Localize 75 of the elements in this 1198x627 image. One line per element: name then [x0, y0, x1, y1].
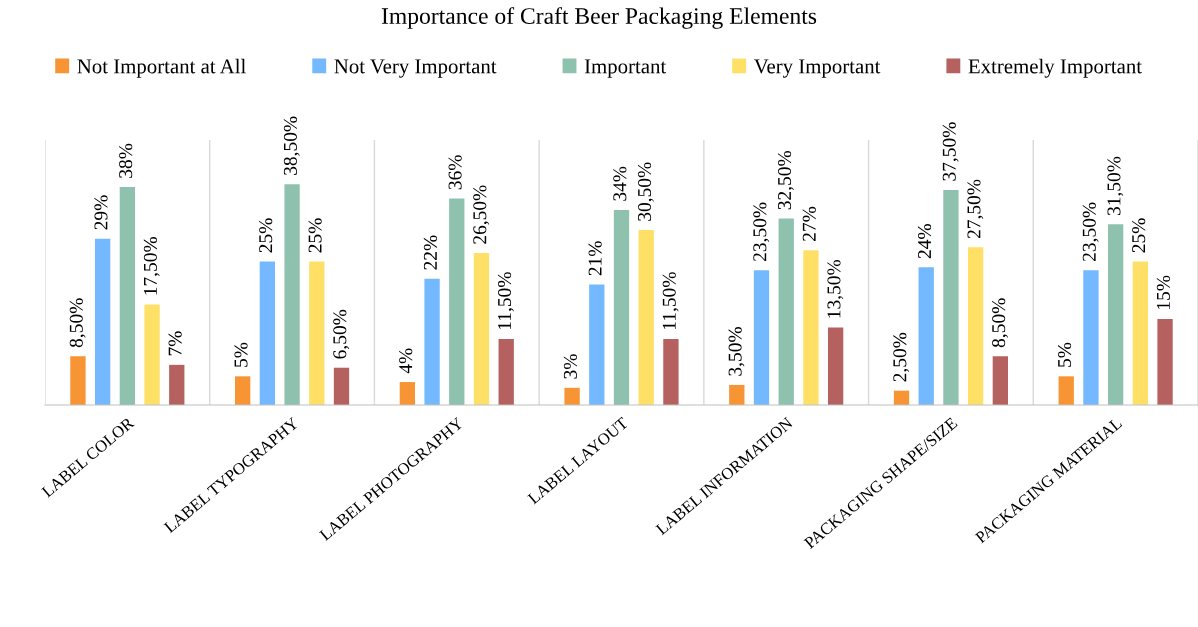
- data-label: 31,50%: [1107, 156, 1124, 216]
- bar: [1157, 318, 1173, 405]
- data-label: 38,50%: [283, 116, 300, 175]
- data-label: 37,50%: [942, 122, 959, 181]
- data-label: 29%: [94, 195, 108, 230]
- chart-title: Importance of Craft Beer Packaging Elements: [381, 7, 817, 29]
- bar: [663, 339, 679, 405]
- data-label: 36%: [448, 155, 462, 190]
- data-label: 6,50%: [333, 309, 350, 359]
- data-label: 11,50%: [662, 272, 679, 329]
- bar: [144, 304, 160, 405]
- bar: [235, 376, 251, 405]
- bar: [1058, 376, 1074, 405]
- bar: [729, 384, 745, 405]
- bar: [564, 387, 580, 405]
- bar: [333, 367, 350, 405]
- data-label: 23,50%: [753, 202, 770, 262]
- bar: [589, 284, 605, 405]
- bar: [284, 184, 300, 405]
- bar: [992, 356, 1008, 405]
- data-label: 5%: [234, 342, 248, 367]
- data-label: 4%: [399, 348, 413, 374]
- data-label: 7%: [168, 331, 182, 356]
- bar: [449, 198, 465, 405]
- data-label: 3%: [563, 354, 578, 379]
- bar: [259, 261, 276, 405]
- data-label: 30,50%: [637, 162, 654, 221]
- legend-label: Not Very Important: [334, 59, 497, 78]
- bar: [1132, 261, 1149, 405]
- legend-label: Important: [584, 59, 667, 78]
- bar: [94, 238, 111, 405]
- data-label: 32,50%: [777, 150, 794, 210]
- data-label: 17,50%: [143, 237, 160, 295]
- bar: [473, 253, 490, 405]
- data-label: 8,50%: [69, 298, 86, 348]
- data-label: 27%: [802, 206, 816, 241]
- bar: [967, 247, 984, 405]
- data-label: 26,50%: [473, 185, 490, 244]
- bar: [778, 218, 794, 405]
- bar: [424, 278, 440, 405]
- bar: [638, 230, 654, 405]
- data-label: 8,50%: [992, 298, 1009, 348]
- legend-label: Not Important at All: [77, 58, 246, 78]
- data-label: 5%: [1057, 342, 1072, 367]
- data-label: 22%: [423, 235, 438, 270]
- data-label: 34%: [613, 166, 627, 201]
- legend-label: Extremely Important: [968, 58, 1142, 78]
- bar: [70, 356, 86, 405]
- bar: [169, 364, 185, 405]
- legend-label: Very Important: [753, 59, 881, 78]
- data-label: 25%: [308, 218, 322, 253]
- bar: [1083, 270, 1099, 405]
- bar: [827, 327, 844, 405]
- bar: [918, 267, 934, 405]
- bar: [399, 382, 416, 405]
- data-label: 25%: [259, 218, 273, 253]
- data-label: 38%: [119, 143, 133, 178]
- bar: [803, 250, 819, 405]
- bar: [943, 189, 959, 405]
- data-label: 21%: [588, 241, 602, 276]
- data-label: 3,50%: [728, 327, 745, 376]
- bar: [119, 187, 136, 405]
- bar: [498, 339, 514, 405]
- data-label: 15%: [1156, 275, 1170, 309]
- data-label: 25%: [1132, 218, 1146, 253]
- data-label: 11,50%: [497, 272, 514, 329]
- bar: [613, 209, 630, 405]
- data-label: 23,50%: [1082, 202, 1099, 262]
- data-label: 13,50%: [827, 259, 844, 318]
- data-label: 2,50%: [893, 332, 910, 382]
- data-label: 24%: [917, 224, 932, 259]
- bar: [753, 270, 770, 405]
- bar: [1107, 224, 1124, 405]
- data-label: 27,50%: [967, 179, 984, 239]
- bar: [309, 261, 325, 405]
